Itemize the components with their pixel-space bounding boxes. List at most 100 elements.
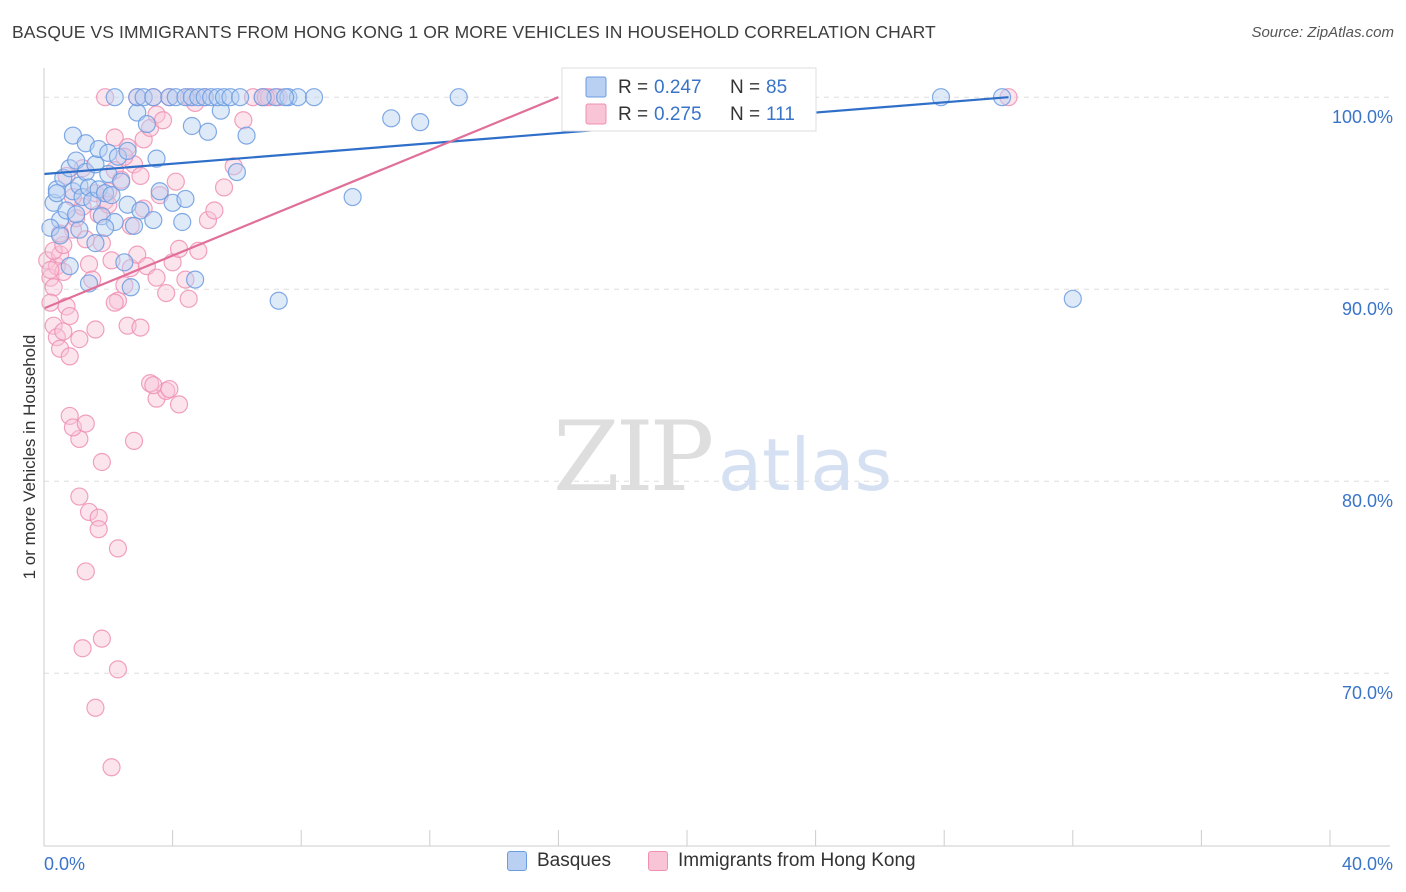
point-basque-81: [95, 218, 115, 237]
point-hk-12: [60, 306, 79, 326]
stats-swatch-hk: [585, 103, 607, 125]
point-hk-77: [124, 431, 144, 450]
watermark-zip: ZIP: [553, 401, 712, 513]
point-basque-56: [182, 88, 201, 107]
point-basque-57: [189, 88, 208, 107]
stats-r-value-basque: 0.247: [654, 77, 702, 98]
point-basque-68: [343, 187, 362, 207]
point-hk-19: [79, 255, 99, 274]
point-hk-98: [131, 318, 150, 337]
legend-item-basques: Basques: [507, 850, 611, 872]
point-hk-85: [89, 520, 108, 539]
legend-swatch-hong-kong: [648, 851, 668, 871]
x-tick-label-0: 0.0%: [44, 854, 85, 874]
point-hk-105: [186, 93, 205, 113]
point-hk-28: [131, 166, 150, 186]
x-tick-label-1: 40.0%: [1342, 854, 1393, 874]
point-basque-46: [211, 101, 230, 120]
point-basque-19: [102, 186, 121, 205]
point-hk-96: [105, 293, 124, 312]
point-hk-99: [144, 376, 163, 395]
axes: [43, 68, 1390, 847]
point-hk-2: [44, 278, 63, 297]
point-basque-79: [67, 205, 86, 224]
point-hk-32: [153, 111, 173, 130]
stats-n-label-basque: N =: [730, 77, 760, 98]
point-hk-45: [179, 289, 198, 308]
chart-title: BASQUE VS IMMIGRANTS FROM HONG KONG 1 OR…: [12, 22, 936, 42]
point-basque-39: [144, 210, 163, 230]
point-hk-33: [92, 234, 111, 253]
point-hk-92: [102, 758, 121, 777]
point-hk-40: [147, 268, 166, 287]
point-basque-45: [198, 122, 218, 141]
point-basque-23: [86, 234, 105, 253]
point-basque-82: [147, 149, 166, 168]
trendline-basque: [43, 96, 1009, 176]
point-basque-17: [95, 184, 115, 203]
legend-swatch-basques: [507, 851, 527, 871]
point-basque-29: [121, 278, 140, 297]
point-hk-7: [44, 316, 63, 335]
point-hk-14: [54, 235, 73, 255]
trendlines: [43, 96, 1009, 310]
point-hk-52: [243, 88, 263, 107]
point-basque-47: [237, 126, 256, 145]
legend-item-hong-kong: Immigrants from Hong Kong: [648, 850, 916, 872]
point-basque-83: [253, 88, 272, 107]
point-hk-83: [79, 502, 99, 522]
point-basque-54: [166, 88, 185, 107]
point-basque-48: [227, 162, 246, 182]
point-hk-36: [115, 276, 134, 295]
point-hk-47: [198, 210, 218, 230]
stats-r-label-hk: R =: [618, 104, 648, 125]
watermark: ZIP atlas: [553, 401, 892, 513]
point-hk-88: [92, 629, 111, 648]
point-hk-82: [70, 487, 89, 506]
point-basque-3: [41, 218, 60, 237]
point-hk-41: [157, 283, 176, 303]
point-basque-66: [288, 88, 308, 107]
stats-legend: R = 0.247 N = 85 R = 0.275 N = 111: [561, 67, 817, 132]
series-basques: [41, 88, 1082, 310]
point-hk-102: [41, 260, 60, 280]
point-basque-33: [99, 143, 118, 162]
legend-label-basques: Basques: [537, 850, 611, 871]
point-basque-28: [115, 253, 134, 272]
point-basque-34: [108, 147, 128, 166]
point-hk-94: [70, 330, 89, 349]
point-basque-27: [124, 216, 144, 235]
point-basque-52: [144, 88, 163, 107]
stats-r-value-hk: 0.275: [654, 104, 702, 125]
point-basque-49: [105, 88, 124, 107]
point-basque-59: [202, 88, 221, 107]
stats-r-label-basque: R =: [618, 77, 648, 98]
point-hk-61: [95, 88, 115, 107]
point-basque-51: [134, 88, 153, 107]
point-basque-63: [231, 88, 250, 107]
point-basque-40: [150, 182, 169, 201]
point-hk-49: [214, 178, 234, 197]
point-basque-62: [221, 88, 240, 107]
point-basque-25: [112, 172, 131, 191]
point-basque-84: [276, 88, 295, 107]
point-hk-93: [60, 347, 79, 366]
point-basque-76: [269, 291, 288, 310]
point-basque-37: [137, 114, 156, 134]
point-basque-70: [411, 113, 430, 132]
point-basque-75: [1063, 289, 1082, 308]
point-hk-87: [76, 562, 95, 581]
point-hk-26: [118, 138, 137, 157]
point-basque-44: [182, 116, 201, 136]
y-tick-label-0: 70.0%: [1342, 683, 1393, 703]
point-basque-53: [160, 88, 179, 107]
watermark-atlas: atlas: [718, 423, 892, 507]
point-basque-21: [60, 257, 79, 276]
point-hk-13: [44, 241, 63, 260]
legend-label-hong-kong: Immigrants from Hong Kong: [678, 850, 916, 871]
point-hk-70: [166, 172, 185, 191]
point-basque-42: [173, 212, 192, 232]
point-basque-43: [186, 270, 205, 289]
source-label: Source: ZipAtlas.com: [1251, 24, 1394, 41]
point-basque-67: [304, 88, 324, 107]
